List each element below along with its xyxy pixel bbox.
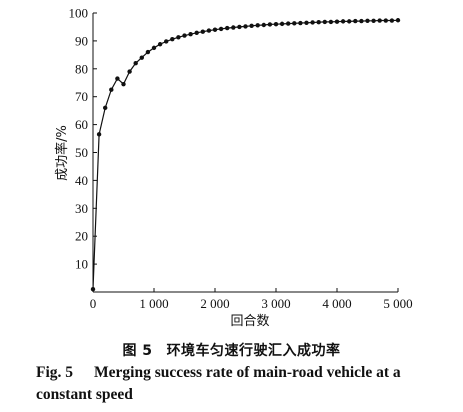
data-point	[243, 24, 248, 29]
y-tick-label: 50	[75, 145, 88, 160]
data-point	[292, 21, 297, 26]
y-tick-label: 70	[75, 89, 88, 104]
data-point	[157, 42, 163, 47]
data-point	[188, 32, 193, 37]
y-tick-label: 40	[75, 173, 88, 188]
caption-chinese: 图 5 环境车匀速行驶汇入成功率	[0, 340, 463, 360]
data-point	[365, 18, 370, 24]
data-point	[164, 39, 169, 44]
y-tick-label: 90	[75, 33, 88, 48]
data-point	[279, 21, 285, 27]
caption-english-label: Fig. 5	[36, 364, 74, 381]
data-point	[145, 49, 151, 55]
data-point	[359, 18, 364, 24]
data-point	[225, 25, 230, 31]
x-axis-label: 回合数	[230, 314, 269, 329]
data-point	[353, 18, 358, 24]
data-point	[249, 23, 254, 29]
data-point	[96, 132, 102, 137]
caption-chinese-text: 环境车匀速行驶汇入成功率	[166, 343, 341, 359]
data-point	[273, 21, 279, 27]
data-point	[310, 20, 315, 25]
data-point	[261, 22, 266, 28]
data-point	[304, 20, 309, 25]
x-tick-label: 3 000	[261, 296, 290, 311]
y-tick-label: 10	[75, 257, 88, 272]
data-point	[298, 20, 303, 26]
data-point	[194, 30, 199, 36]
data-point	[316, 20, 321, 25]
data-point	[103, 105, 108, 111]
y-tick-label: 20	[75, 229, 88, 244]
data-point	[176, 35, 181, 40]
series-line-group	[92, 19, 399, 290]
data-point	[200, 29, 205, 34]
y-tick-label: 60	[75, 117, 88, 132]
data-point	[90, 287, 96, 292]
data-point	[267, 22, 273, 27]
data-point	[115, 76, 120, 81]
y-axis-label: 成功率/%	[54, 125, 70, 181]
data-point	[133, 61, 138, 66]
axis-ticks: 10 20 30 40 50 60 70 80 90 100 0 1 000 2 000 3 000 4 0…	[69, 6, 413, 312]
data-point	[286, 21, 291, 26]
data-point	[206, 28, 212, 33]
caption-chinese-label: 图 5	[122, 343, 153, 359]
data-point	[237, 24, 242, 30]
data-point	[255, 23, 260, 28]
y-tick-label: 80	[75, 61, 88, 76]
data-point	[377, 18, 382, 23]
data-point	[212, 27, 218, 32]
series-line	[92, 19, 399, 290]
data-point	[383, 18, 388, 23]
x-tick-label: 1 000	[139, 296, 168, 311]
data-point	[139, 55, 144, 60]
data-point	[371, 18, 376, 24]
caption-english-text: Merging success rate of main-road vehicl…	[36, 364, 401, 403]
data-point	[109, 87, 114, 92]
caption-english: Fig. 5 Merging success rate of main-road …	[36, 362, 456, 406]
data-point	[182, 33, 187, 38]
data-point	[395, 18, 401, 23]
y-tick-label: 30	[75, 201, 88, 216]
data-point	[231, 25, 236, 30]
data-point	[340, 19, 346, 24]
data-point	[328, 19, 334, 25]
x-tick-label: 5 000	[383, 296, 412, 311]
data-point	[127, 69, 132, 74]
line-chart: 10 20 30 40 50 60 70 80 90 100 0 1 000 2 000 3 000 4 0…	[54, 6, 413, 330]
x-tick-label: 2 000	[200, 296, 229, 311]
x-tick-label: 4 000	[322, 296, 351, 311]
data-point	[121, 81, 126, 87]
data-point	[151, 45, 157, 51]
plot-axes	[92, 13, 398, 293]
data-point	[218, 26, 224, 32]
data-point	[322, 19, 327, 25]
data-points	[90, 18, 401, 292]
data-point	[389, 18, 395, 23]
data-point	[347, 19, 352, 24]
data-point	[334, 19, 340, 24]
data-point	[170, 37, 175, 42]
x-tick-label: 0	[90, 296, 97, 311]
y-tick-label: 100	[69, 6, 89, 21]
